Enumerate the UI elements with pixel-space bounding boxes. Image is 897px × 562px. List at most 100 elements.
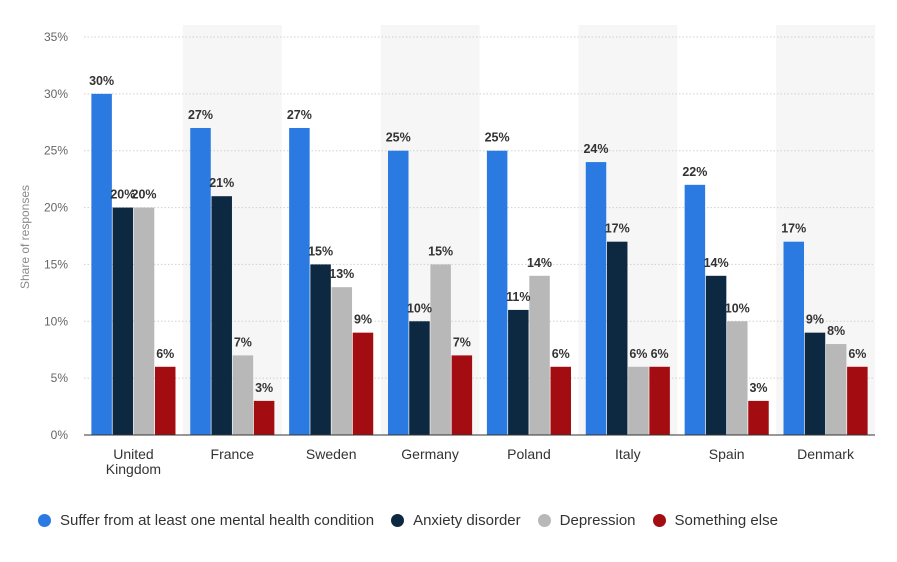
data-label: 27% xyxy=(287,108,312,122)
data-label: 6% xyxy=(651,347,669,361)
bar xyxy=(310,264,331,435)
bar xyxy=(508,309,529,435)
legend-label: Something else xyxy=(674,512,778,529)
data-label: 13% xyxy=(329,267,354,281)
data-label: 11% xyxy=(506,290,530,304)
data-label: 24% xyxy=(583,142,608,156)
bar xyxy=(211,196,232,435)
y-axis-ticks: 0% 5% 10% 15% 20% 25% 30% 35% xyxy=(44,30,68,442)
data-label: 6% xyxy=(552,347,570,361)
y-tick-label: 20% xyxy=(44,201,68,215)
bar xyxy=(91,93,112,435)
data-label: 17% xyxy=(781,222,806,236)
data-label: 17% xyxy=(605,222,630,236)
bar xyxy=(112,207,134,435)
legend-item[interactable]: Something else xyxy=(652,512,778,529)
legend-item[interactable]: Depression xyxy=(537,512,636,529)
data-label: 15% xyxy=(428,244,453,258)
y-tick-label: 5% xyxy=(51,371,69,385)
x-tick-label: Sweden xyxy=(306,446,357,462)
y-tick-label: 10% xyxy=(44,314,68,328)
bar xyxy=(486,150,508,435)
bar xyxy=(289,127,310,435)
data-label: 25% xyxy=(386,131,411,145)
x-tick-label: Denmark xyxy=(797,446,855,462)
x-tick-label: Italy xyxy=(615,446,641,462)
y-tick-label: 35% xyxy=(44,30,68,44)
bar xyxy=(133,207,155,435)
bar xyxy=(628,366,649,435)
data-label: 20% xyxy=(110,188,135,202)
data-label: 6% xyxy=(848,347,866,361)
bar xyxy=(154,366,176,435)
x-tick-label: Poland xyxy=(507,446,551,462)
x-axis-categories: United Kingdom France Sweden Germany Poland It… xyxy=(106,446,855,477)
data-label: 7% xyxy=(453,335,471,349)
bar xyxy=(529,275,550,435)
bar xyxy=(352,332,374,435)
bar xyxy=(748,400,769,435)
data-label: 15% xyxy=(308,244,333,258)
bar xyxy=(409,321,430,435)
data-label: 9% xyxy=(354,313,372,327)
data-label: 20% xyxy=(132,188,157,202)
data-label: 3% xyxy=(749,381,767,395)
data-label: 30% xyxy=(89,74,114,88)
y-tick-label: 25% xyxy=(44,144,68,158)
legend-label: Depression xyxy=(559,512,636,529)
x-tick-label: Germany xyxy=(401,446,459,462)
data-label: 22% xyxy=(682,165,707,179)
bar xyxy=(825,344,847,435)
y-axis-label: Share of responses xyxy=(18,185,32,289)
legend-marker xyxy=(537,514,551,527)
data-label: 8% xyxy=(827,324,845,338)
data-label: 14% xyxy=(527,256,552,270)
legend: Suffer from at least one mental health c… xyxy=(38,512,778,529)
x-tick-label: United Kingdom xyxy=(106,446,161,477)
data-label: 27% xyxy=(188,108,213,122)
y-tick-label: 30% xyxy=(44,87,68,101)
data-label: 6% xyxy=(156,347,174,361)
legend-item[interactable]: Suffer from at least one mental health c… xyxy=(38,512,374,529)
legend-marker xyxy=(391,514,405,527)
bar xyxy=(550,366,571,435)
bar xyxy=(253,400,275,435)
bar xyxy=(705,275,727,435)
bar xyxy=(649,366,670,435)
data-label: 10% xyxy=(725,301,750,315)
bar xyxy=(804,332,826,435)
x-tick-label: Spain xyxy=(709,446,745,462)
bar xyxy=(585,162,607,436)
bar xyxy=(783,241,805,435)
legend-marker xyxy=(38,514,51,527)
legend-label: Suffer from at least one mental health c… xyxy=(60,512,375,529)
x-tick-label: France xyxy=(211,446,255,462)
bar xyxy=(232,355,254,435)
bar xyxy=(684,184,706,435)
legend-marker xyxy=(652,514,666,527)
bar xyxy=(451,355,473,435)
bar xyxy=(847,366,868,435)
bars xyxy=(91,93,868,436)
data-label: 6% xyxy=(629,347,647,361)
data-labels: 30% 20%20% 6% 27% 21% 7% 3% 27% 15% 13% 9% 25% 10% 15… xyxy=(89,74,866,395)
legend-item[interactable]: Anxiety disorder xyxy=(391,512,521,529)
data-label: 10% xyxy=(407,301,432,315)
y-tick-label: 0% xyxy=(51,428,69,442)
data-label: 14% xyxy=(704,256,729,270)
bar xyxy=(727,321,748,435)
bar xyxy=(430,264,451,435)
bar xyxy=(331,287,353,435)
data-label: 21% xyxy=(209,176,234,190)
data-label: 3% xyxy=(255,381,273,395)
data-label: 7% xyxy=(234,335,252,349)
legend-label: Anxiety disorder xyxy=(413,512,521,529)
category-bands xyxy=(182,25,875,435)
data-label: 25% xyxy=(485,131,510,145)
bar xyxy=(388,150,409,435)
data-label: 9% xyxy=(806,313,824,327)
y-tick-label: 15% xyxy=(44,257,68,271)
bar xyxy=(606,241,628,435)
bar xyxy=(190,127,211,435)
